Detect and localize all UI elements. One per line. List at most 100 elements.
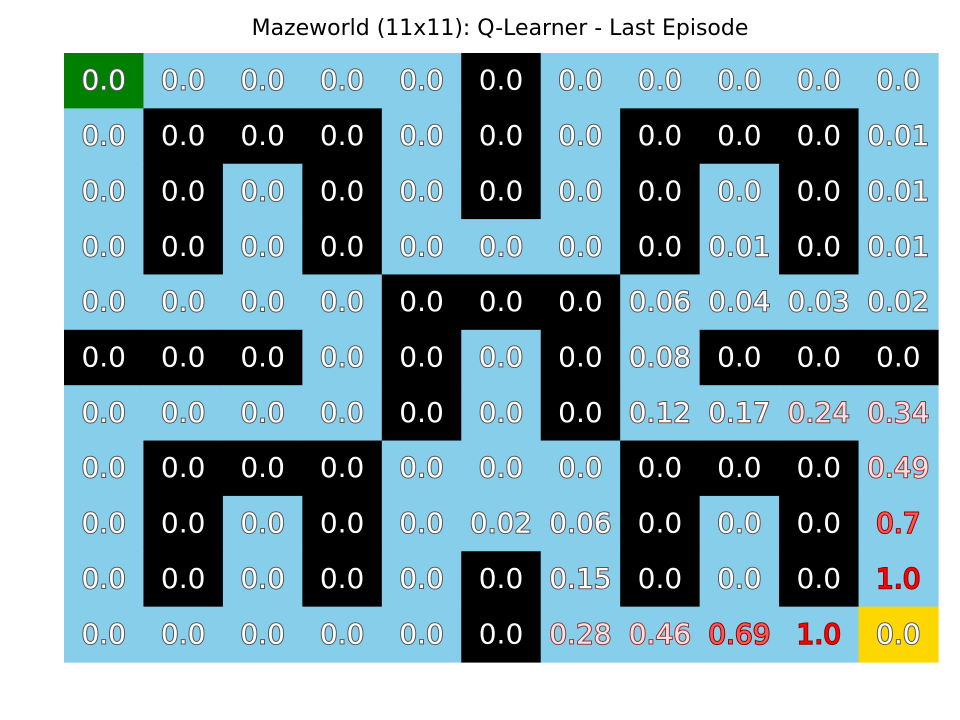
cell-value-r3-c10: 0.01 [867, 230, 929, 263]
cell-open-r2-c6 [540, 163, 621, 220]
cell-value-r7-c2: 0.0 [240, 451, 285, 484]
cell-open-r9-c0 [64, 551, 145, 608]
cell-wall-r9-c1 [143, 551, 224, 608]
cell-open-r10-c7 [620, 606, 701, 663]
cell-value-r9-c2: 0.0 [240, 562, 285, 595]
cell-open-r3-c5 [461, 219, 542, 276]
cell-value-r3-c0: 0.0 [81, 230, 126, 263]
cell-value-r6-c5: 0.0 [479, 396, 524, 429]
cell-value-r0-c10: 0.0 [876, 64, 921, 97]
cell-value-r7-c0: 0.0 [81, 451, 126, 484]
cell-open-r0-c9 [779, 53, 860, 109]
cell-value-r2-c3: 0.0 [320, 174, 365, 207]
cell-value-r8-c4: 0.0 [399, 507, 444, 540]
cell-wall-r7-c9 [779, 440, 860, 497]
cell-wall-r2-c1 [143, 163, 224, 220]
cell-value-r0-c6: 0.0 [558, 64, 603, 97]
cell-open-r7-c0 [64, 440, 145, 497]
cell-open-r2-c8 [699, 163, 780, 220]
cell-value-r1-c10: 0.01 [867, 119, 929, 152]
cell-open-r4-c2 [222, 274, 303, 331]
cell-wall-r7-c7 [620, 440, 701, 497]
cell-open-r6-c10 [858, 385, 939, 442]
cell-value-r10-c1: 0.0 [161, 617, 206, 650]
cell-open-r8-c6 [540, 495, 621, 552]
cell-open-r3-c4 [381, 219, 462, 276]
cell-value-r0-c0: 0.0 [81, 64, 126, 97]
cell-value-r7-c3: 0.0 [320, 451, 365, 484]
cell-wall-r4-c4 [381, 274, 462, 331]
cell-open-r6-c3 [302, 385, 383, 442]
cell-value-r4-c7: 0.06 [629, 285, 691, 318]
cell-value-r0-c2: 0.0 [240, 64, 285, 97]
cell-wall-r7-c1 [143, 440, 224, 497]
cell-value-r9-c5: 0.0 [479, 562, 524, 595]
cell-wall-r4-c6 [540, 274, 621, 331]
cell-value-r0-c1: 0.0 [161, 64, 206, 97]
cell-wall-r6-c6 [540, 385, 621, 442]
cell-value-r6-c3: 0.0 [320, 396, 365, 429]
cell-value-r5-c8: 0.0 [717, 341, 762, 374]
cell-open-r7-c4 [381, 440, 462, 497]
cell-open-r9-c6 [540, 551, 621, 608]
cell-open-r5-c3 [302, 329, 383, 386]
cell-open-r10-c6 [540, 606, 621, 663]
cell-value-r3-c4: 0.0 [399, 230, 444, 263]
cell-wall-r1-c7 [620, 108, 701, 165]
cell-value-r1-c4: 0.0 [399, 119, 444, 152]
cell-open-r8-c8 [699, 495, 780, 552]
cell-value-r2-c0: 0.0 [81, 174, 126, 207]
cell-value-r0-c9: 0.0 [797, 64, 842, 97]
cell-open-r6-c7 [620, 385, 701, 442]
cell-value-r4-c0: 0.0 [81, 285, 126, 318]
cell-open-r10-c9 [779, 606, 860, 663]
cell-open-r8-c0 [64, 495, 145, 552]
cell-open-r9-c4 [381, 551, 462, 608]
cell-value-r8-c8: 0.0 [717, 507, 762, 540]
cell-value-r10-c5: 0.0 [479, 617, 524, 650]
cell-wall-r7-c2 [222, 440, 303, 497]
cell-value-r4-c6: 0.0 [558, 285, 603, 318]
cell-open-r3-c0 [64, 219, 145, 276]
cell-wall-r2-c5 [461, 163, 542, 220]
cell-value-r7-c7: 0.0 [638, 451, 683, 484]
cell-value-r3-c8: 0.01 [708, 230, 770, 263]
cell-value-r5-c4: 0.0 [399, 341, 444, 374]
cell-wall-r5-c9 [779, 329, 860, 386]
cell-value-r6-c6: 0.0 [558, 396, 603, 429]
cell-value-r4-c3: 0.0 [320, 285, 365, 318]
cell-value-r0-c5: 0.0 [479, 64, 524, 97]
cell-wall-r5-c4 [381, 329, 462, 386]
cell-wall-r0-c5 [461, 53, 542, 109]
cell-open-r6-c5 [461, 385, 542, 442]
cell-value-r3-c9: 0.0 [797, 230, 842, 263]
cell-value-r5-c9: 0.0 [797, 341, 842, 374]
cell-wall-r1-c2 [222, 108, 303, 165]
cell-open-r0-c6 [540, 53, 621, 109]
cell-value-r8-c1: 0.0 [161, 507, 206, 540]
cell-value-r3-c2: 0.0 [240, 230, 285, 263]
cell-value-r10-c4: 0.0 [399, 617, 444, 650]
cell-wall-r5-c6 [540, 329, 621, 386]
cell-wall-r3-c7 [620, 219, 701, 276]
cell-value-r2-c9: 0.0 [797, 174, 842, 207]
cell-wall-r1-c9 [779, 108, 860, 165]
cell-wall-r9-c7 [620, 551, 701, 608]
cell-value-r10-c10: 0.0 [876, 617, 921, 650]
cell-value-r4-c4: 0.0 [399, 285, 444, 318]
cell-value-r3-c1: 0.0 [161, 230, 206, 263]
cell-open-r5-c5 [461, 329, 542, 386]
cell-value-r5-c0: 0.0 [81, 341, 126, 374]
cell-value-r6-c1: 0.0 [161, 396, 206, 429]
cell-open-r0-c2 [222, 53, 303, 109]
cell-wall-r7-c3 [302, 440, 383, 497]
cell-wall-r2-c7 [620, 163, 701, 220]
cell-value-r10-c0: 0.0 [81, 617, 126, 650]
cell-wall-r7-c8 [699, 440, 780, 497]
cell-value-r9-c7: 0.0 [638, 562, 683, 595]
cell-value-r7-c10: 0.49 [867, 451, 929, 484]
cell-open-r0-c7 [620, 53, 701, 109]
cell-value-r7-c9: 0.0 [797, 451, 842, 484]
cell-open-r6-c8 [699, 385, 780, 442]
cell-value-r8-c3: 0.0 [320, 507, 365, 540]
